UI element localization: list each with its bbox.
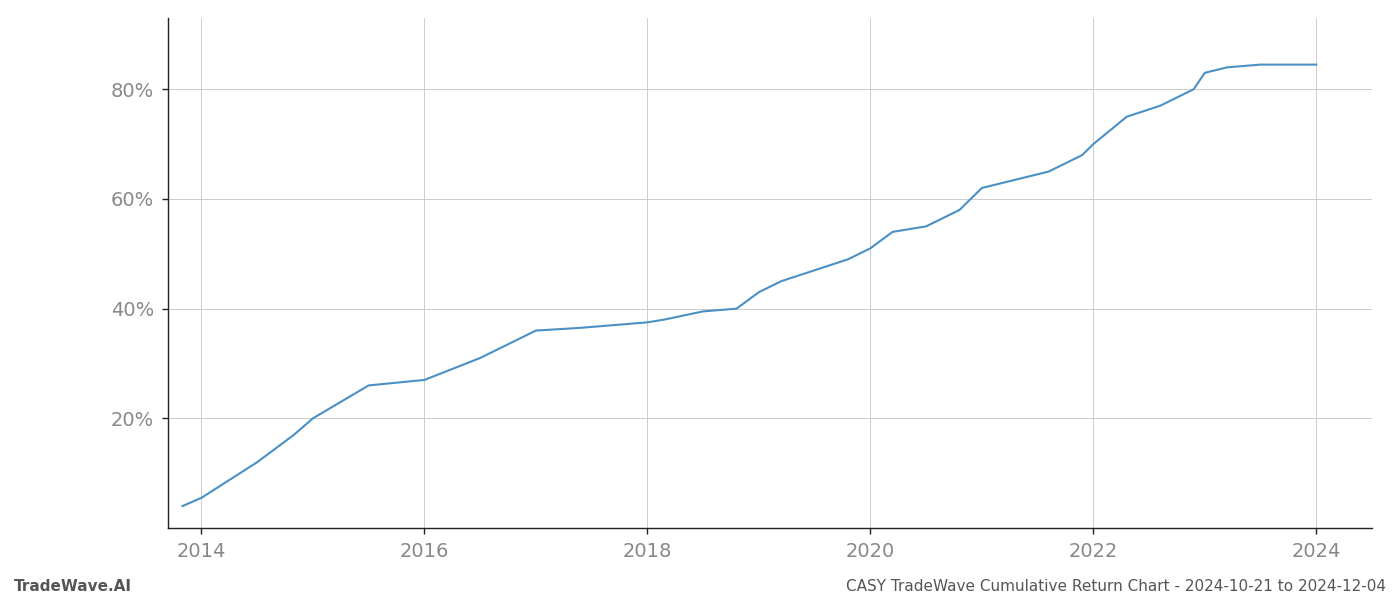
Text: TradeWave.AI: TradeWave.AI xyxy=(14,579,132,594)
Text: CASY TradeWave Cumulative Return Chart - 2024-10-21 to 2024-12-04: CASY TradeWave Cumulative Return Chart -… xyxy=(846,579,1386,594)
